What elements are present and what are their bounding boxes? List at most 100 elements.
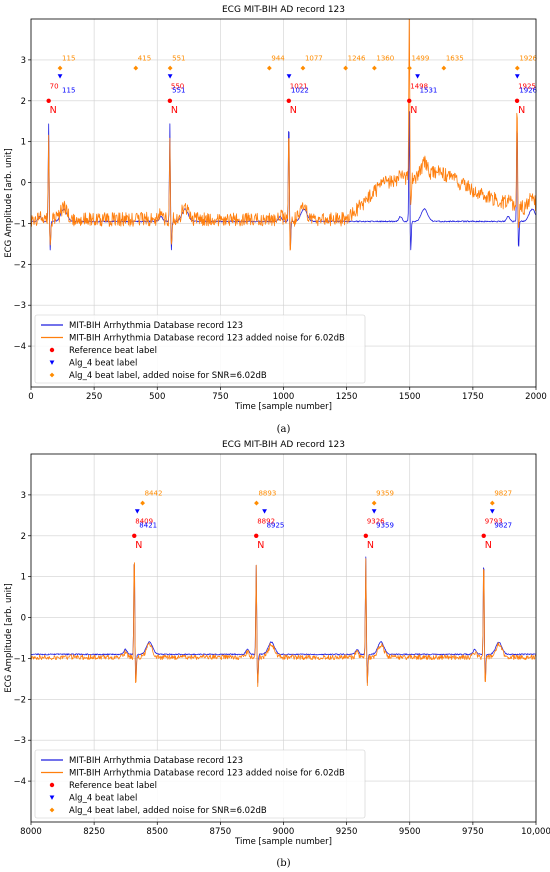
beat-number-label: 8421 bbox=[139, 521, 157, 529]
marker-group-1: 8421 8925 9359 9827 bbox=[134, 509, 512, 529]
beat-number-label: 1021 bbox=[290, 83, 308, 91]
alg4-noise-beat-marker bbox=[167, 65, 173, 71]
x-tick-label: 1750 bbox=[462, 392, 484, 402]
y-tick-label: −2 bbox=[13, 260, 26, 270]
x-tick-label: 8250 bbox=[83, 827, 105, 837]
legend: MIT-BIH Arrhythmia Database record 123 MI… bbox=[34, 749, 366, 819]
beat-number-label: 8925 bbox=[267, 521, 285, 529]
reference-beat-marker bbox=[254, 533, 259, 538]
alg4-noise-beat-marker bbox=[300, 65, 306, 71]
x-tick-label: 2000 bbox=[525, 392, 547, 402]
beat-type-label: N bbox=[135, 540, 142, 551]
beat-number-label: 1925 bbox=[518, 83, 536, 91]
y-tick-label: −2 bbox=[13, 695, 26, 705]
y-tick-label: 3 bbox=[21, 491, 26, 501]
legend: MIT-BIH Arrhythmia Database record 123 MI… bbox=[34, 314, 366, 384]
x-tick-label: 0 bbox=[28, 392, 33, 402]
beat-number-label: 1498 bbox=[410, 83, 428, 91]
reference-beat-marker bbox=[167, 98, 173, 103]
beat-number-label: 1635 bbox=[446, 55, 464, 63]
plot-frame bbox=[30, 453, 537, 823]
y-tick-label: −1 bbox=[13, 219, 26, 229]
y-tick-label: 2 bbox=[21, 532, 26, 542]
y-tick-label: −4 bbox=[13, 342, 26, 352]
legend-label: Alg_4 beat label bbox=[69, 359, 137, 369]
beat-number-label: 551 bbox=[172, 86, 185, 94]
y-axis-label: ECG Amplitude [arb. unit] bbox=[4, 148, 14, 257]
x-tick-label: 750 bbox=[212, 392, 228, 402]
alg4-noise-beat-marker bbox=[514, 65, 520, 71]
beat-number-label: 9359 bbox=[376, 490, 394, 498]
x-tick-label: 1250 bbox=[336, 392, 358, 402]
beat-number-label: 9827 bbox=[494, 490, 512, 498]
alg4-noise-beat-marker bbox=[489, 500, 495, 506]
reference-beat-marker bbox=[363, 533, 369, 538]
alg4-beat-marker bbox=[286, 74, 292, 79]
beat-number-label: 550 bbox=[171, 83, 184, 91]
y-tick-label: 0 bbox=[21, 614, 26, 624]
series-group bbox=[31, 19, 536, 251]
series-line-clean bbox=[31, 556, 536, 684]
alg4-noise-beat-marker bbox=[343, 65, 349, 71]
reference-beat-marker bbox=[286, 98, 292, 103]
series-group bbox=[31, 556, 536, 688]
marker-group-1: 115 551 1022 1531 1926 bbox=[57, 74, 538, 94]
series-line-noisy bbox=[31, 558, 536, 688]
chart-panel-b: ECG MIT-BIH AD record 123 8000 8250 8500 875… bbox=[4, 440, 550, 869]
x-tick-label: 10,000 bbox=[521, 827, 550, 837]
figure-caption: (a) bbox=[277, 424, 291, 435]
y-tick-label: 1 bbox=[21, 138, 26, 148]
reference-beat-marker bbox=[481, 533, 486, 538]
beat-number-label: 115 bbox=[62, 55, 75, 63]
reference-beat-marker bbox=[46, 98, 51, 103]
beat-number-label: 1077 bbox=[305, 55, 323, 63]
alg4-beat-marker bbox=[489, 509, 495, 514]
reference-beat-marker bbox=[407, 98, 412, 103]
alg4-noise-beat-marker bbox=[407, 65, 412, 71]
marker-group-2: 115 415 551 944 1077 1246 1360 1499 1635 1926 bbox=[57, 55, 538, 71]
chart-panel-a: ECG MIT-BIH AD record 123 0 250 500 750 1000 1… bbox=[4, 5, 547, 435]
beat-number-label: 551 bbox=[172, 55, 185, 63]
beat-number-label: 1926 bbox=[519, 86, 537, 94]
alg4-noise-beat-marker bbox=[133, 65, 139, 71]
legend-label: MIT-BIH Arrhythmia Database record 123 bbox=[69, 756, 243, 766]
x-tick-label: 1000 bbox=[273, 392, 295, 402]
marker-group-0: 8409 N 8892 N 9326 N 9793 N bbox=[132, 518, 503, 551]
x-axis-label: Time [sample number] bbox=[234, 837, 332, 847]
alg4-beat-marker bbox=[514, 74, 520, 79]
x-tick-label: 9500 bbox=[399, 827, 421, 837]
beat-type-label: N bbox=[367, 540, 374, 551]
alg4-beat-marker bbox=[262, 509, 267, 514]
legend-swatch-diamond bbox=[49, 372, 55, 378]
beat-number-label: 9827 bbox=[494, 521, 512, 529]
alg4-noise-beat-marker bbox=[254, 500, 259, 506]
beat-number-label: 1022 bbox=[291, 86, 309, 94]
legend-swatch-triangle bbox=[49, 360, 55, 365]
chart-title: ECG MIT-BIH AD record 123 bbox=[222, 440, 345, 450]
beat-number-label: 415 bbox=[138, 55, 151, 63]
reference-beat-marker bbox=[514, 98, 520, 103]
beat-number-label: 8409 bbox=[135, 518, 153, 526]
beat-type-label: N bbox=[485, 540, 492, 551]
beat-number-label: 70 bbox=[50, 83, 59, 91]
beat-number-label: 1360 bbox=[376, 55, 394, 63]
legend-swatch-diamond bbox=[49, 807, 55, 813]
beat-number-label: 1499 bbox=[411, 55, 429, 63]
y-tick-label: 3 bbox=[21, 56, 26, 66]
alg4-noise-beat-marker bbox=[372, 65, 377, 71]
alg4-noise-beat-marker bbox=[441, 65, 447, 71]
chart-title: ECG MIT-BIH AD record 123 bbox=[222, 5, 345, 15]
legend-label: Reference beat label bbox=[69, 781, 157, 791]
alg4-beat-marker bbox=[415, 74, 420, 79]
x-tick-label: 9750 bbox=[462, 827, 484, 837]
y-tick-label: 1 bbox=[21, 573, 26, 583]
beat-type-label: N bbox=[518, 105, 525, 116]
legend-swatch-circle bbox=[49, 347, 55, 353]
legend-label: Alg_4 beat label, added noise for SNR=6.… bbox=[69, 371, 267, 381]
x-axis-label: Time [sample number] bbox=[234, 402, 332, 412]
y-tick-label: −4 bbox=[13, 777, 26, 787]
legend-label: MIT-BIH Arrhythmia Database record 123 a… bbox=[69, 769, 345, 779]
beat-number-label: 115 bbox=[62, 86, 75, 94]
legend-label: MIT-BIH Arrhythmia Database record 123 a… bbox=[69, 334, 345, 344]
beat-number-label: 1531 bbox=[420, 86, 438, 94]
